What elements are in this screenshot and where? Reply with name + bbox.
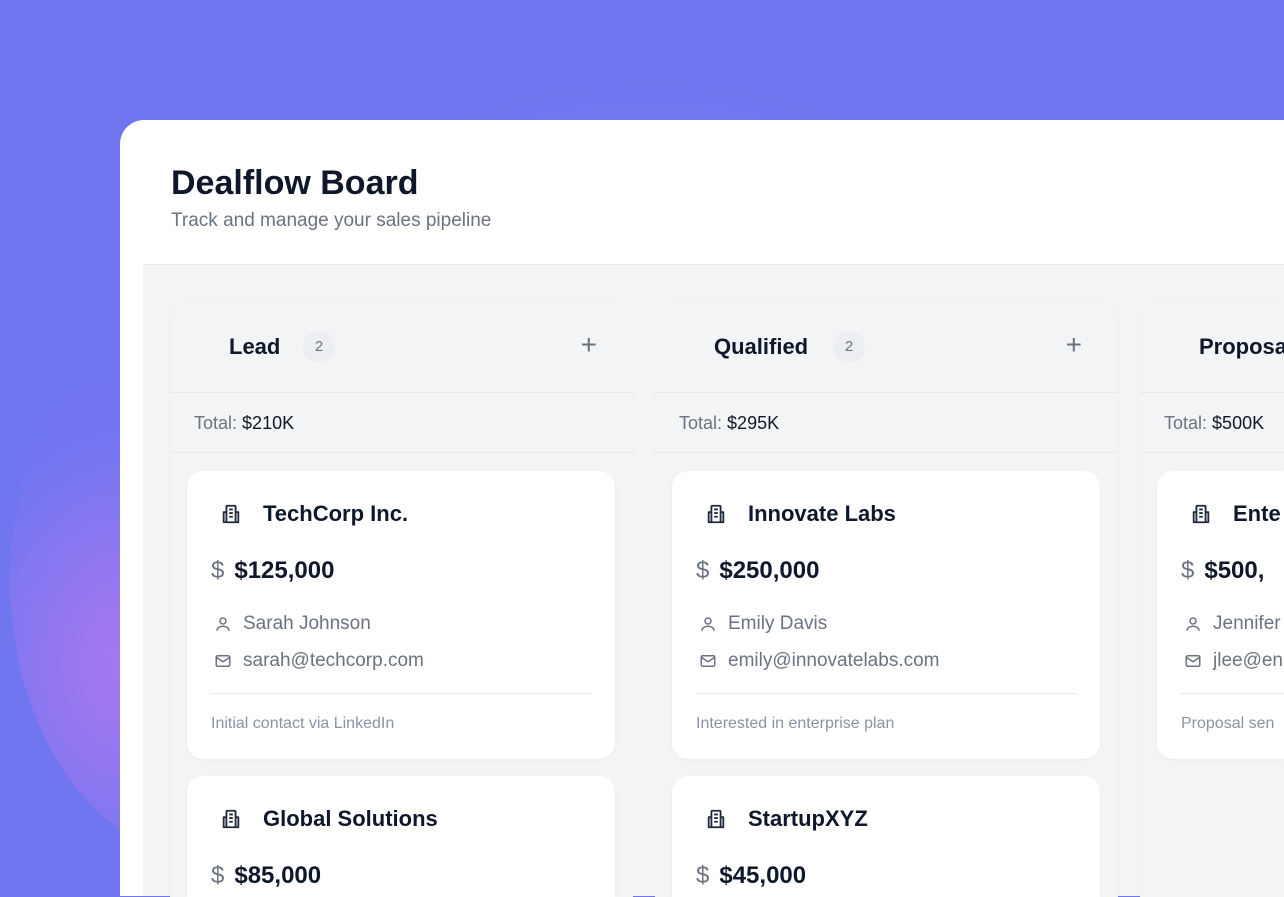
total-label: Total: xyxy=(194,413,238,433)
total-value: $295K xyxy=(727,413,780,433)
user-icon xyxy=(1181,615,1205,633)
plus-icon[interactable]: + xyxy=(580,329,597,360)
dollar-icon: $ xyxy=(211,557,225,584)
user-icon xyxy=(211,615,235,633)
dollar-icon: $ xyxy=(696,557,710,584)
column-header: Lead 2 + xyxy=(170,301,633,393)
column-proposa: Proposa Total: $500K Ente $ $500, Jennifer j… xyxy=(1140,301,1284,897)
building-icon xyxy=(704,503,728,525)
page-subtitle: Track and manage your sales pipeline xyxy=(171,210,492,231)
deal-note: Initial contact via LinkedIn xyxy=(211,715,395,732)
total-value: $500K xyxy=(1212,413,1265,433)
company-name: Ente xyxy=(1233,501,1281,526)
contact-name: Jennifer xyxy=(1213,613,1281,634)
building-icon xyxy=(219,503,243,525)
contact-email[interactable]: sarah@techcorp.com xyxy=(243,650,424,671)
column-header: Qualified 2 + xyxy=(655,301,1118,393)
column-total: Total: $295K xyxy=(655,393,1118,453)
column-title: Qualified xyxy=(714,334,809,359)
building-icon xyxy=(219,808,243,830)
deal-amount: $500, xyxy=(1204,557,1265,584)
company-name: StartupXYZ xyxy=(748,806,868,831)
column-header: Proposa xyxy=(1140,301,1284,393)
divider xyxy=(211,693,591,694)
mail-icon xyxy=(1181,652,1205,670)
deal-amount: $45,000 xyxy=(719,862,807,889)
column-qualified: Qualified 2 + Total: $295K Innovate Labs $ $… xyxy=(655,301,1118,897)
plus-icon[interactable]: + xyxy=(1065,329,1082,360)
deal-amount: $250,000 xyxy=(719,557,820,584)
divider xyxy=(696,693,1076,694)
mail-icon xyxy=(211,652,235,670)
dollar-icon: $ xyxy=(696,862,710,889)
mail-icon xyxy=(696,652,720,670)
column-title: Lead xyxy=(229,334,281,359)
total-value: $210K xyxy=(242,413,295,433)
total-label: Total: xyxy=(1164,413,1208,433)
building-icon xyxy=(1189,503,1213,525)
column-title: Proposa xyxy=(1199,334,1284,359)
building-icon xyxy=(704,808,728,830)
app-window: Dealflow Board Track and manage your sal… xyxy=(120,120,1284,897)
deal-card[interactable]: TechCorp Inc. $ $125,000 Sarah Johnson sara… xyxy=(187,471,615,759)
deal-note: Proposal sen xyxy=(1181,715,1275,732)
divider xyxy=(1181,693,1284,694)
company-name: Innovate Labs xyxy=(748,501,896,526)
column-count-badge: 2 xyxy=(833,331,865,363)
deal-card[interactable]: StartupXYZ $ $45,000 xyxy=(672,776,1100,897)
user-icon xyxy=(696,615,720,633)
deal-amount: $125,000 xyxy=(234,557,335,584)
company-name: Global Solutions xyxy=(263,806,438,831)
deal-amount: $85,000 xyxy=(234,862,322,889)
column-count-badge: 2 xyxy=(303,331,335,363)
column-total: Total: $500K xyxy=(1140,393,1284,453)
kanban-board: Lead 2 + Total: $210K TechCorp Inc. $ $125,0… xyxy=(143,264,1284,897)
deal-card[interactable]: Ente $ $500, Jennifer jlee@en Proposal sen xyxy=(1157,471,1284,759)
deal-card[interactable]: Global Solutions $ $85,000 xyxy=(187,776,615,897)
total-label: Total: xyxy=(679,413,723,433)
contact-email[interactable]: emily@innovatelabs.com xyxy=(728,650,940,671)
column-lead: Lead 2 + Total: $210K TechCorp Inc. $ $125,0… xyxy=(170,301,633,897)
dollar-icon: $ xyxy=(1181,557,1195,584)
contact-name: Sarah Johnson xyxy=(243,613,371,634)
column-total: Total: $210K xyxy=(170,393,633,453)
deal-card[interactable]: Innovate Labs $ $250,000 Emily Davis emily@… xyxy=(672,471,1100,759)
page-title: Dealflow Board xyxy=(171,164,419,202)
company-name: TechCorp Inc. xyxy=(263,501,409,526)
deal-note: Interested in enterprise plan xyxy=(696,715,895,732)
dollar-icon: $ xyxy=(211,862,225,889)
contact-name: Emily Davis xyxy=(728,613,828,634)
contact-email[interactable]: jlee@en xyxy=(1213,650,1283,671)
